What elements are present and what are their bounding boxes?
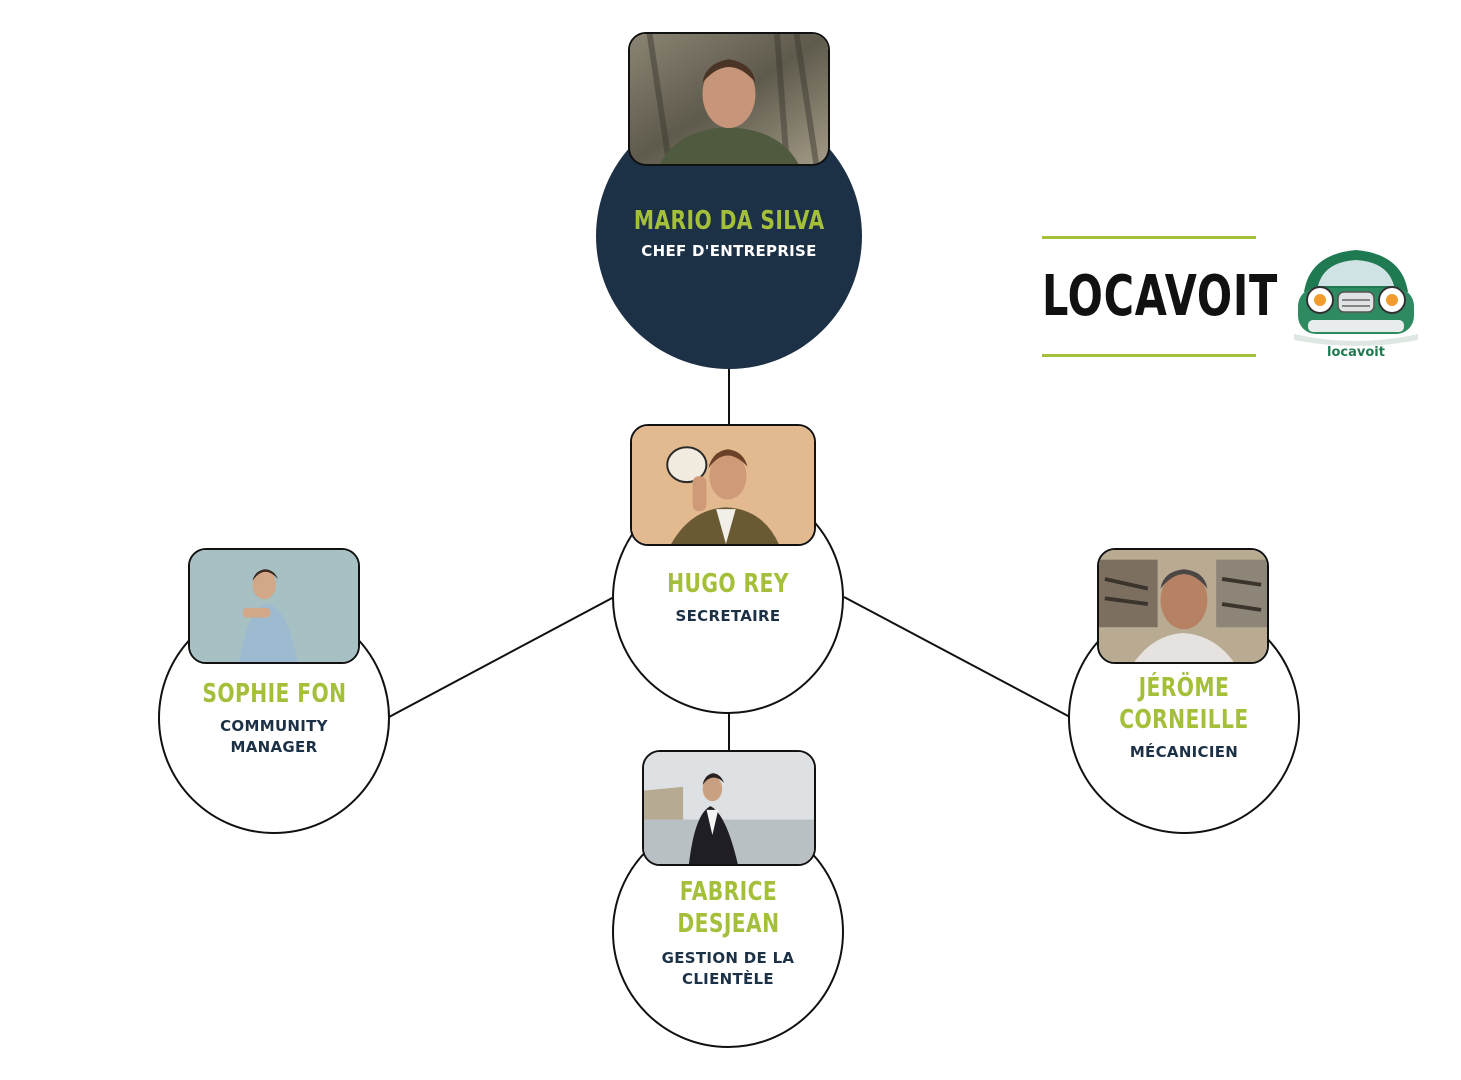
secretary-name: HUGO REY <box>667 569 789 599</box>
mechanic-photo <box>1097 548 1269 664</box>
brand-rule-bottom <box>1042 354 1256 357</box>
secretary-photo <box>630 424 816 546</box>
customer-photo <box>642 750 816 866</box>
customer-role: GESTION DE LA CLIENTÈLE <box>661 949 795 988</box>
community-role: COMMUNITY MANAGER <box>220 717 328 756</box>
community-photo <box>188 548 360 664</box>
mechanic-name: JÉRÖME CORNEILLE <box>1119 673 1249 735</box>
connector-secretary-mechanic <box>843 596 1071 718</box>
community-name: SOPHIE FON <box>201 679 347 709</box>
logo-wordmark: locavoit <box>1327 345 1385 360</box>
mechanic-role: MÉCANICIEN <box>1129 743 1239 761</box>
secretary-role: SECRETAIRE <box>675 607 781 625</box>
car-logo: locavoit <box>1290 240 1422 362</box>
ceo-photo <box>628 32 830 166</box>
customer-name: FABRICE DESJEAN <box>676 877 780 939</box>
brand-rule-top <box>1042 236 1256 239</box>
connector-secretary-community <box>388 596 615 718</box>
ceo-name: MARIO DA SILVA <box>633 206 825 236</box>
ceo-role: CHEF D'ENTREPRISE <box>641 242 817 260</box>
brand-name: LOCAVOIT <box>1042 264 1279 329</box>
